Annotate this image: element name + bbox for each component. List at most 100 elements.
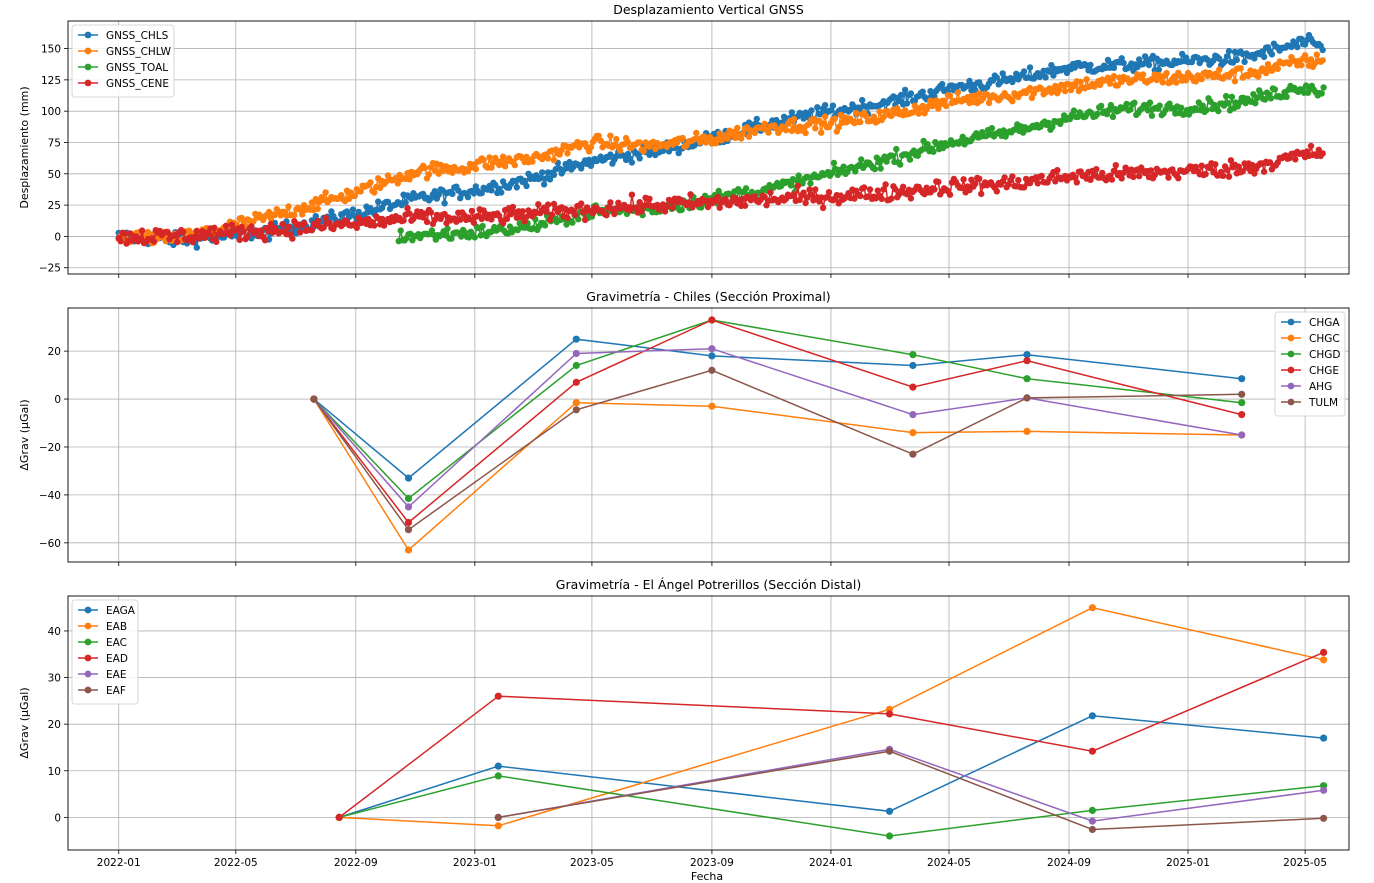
- y-tick-label: 75: [48, 137, 61, 149]
- data-point: [1098, 102, 1105, 110]
- series-line: [339, 775, 1324, 837]
- data-point: [1165, 174, 1172, 181]
- data-point: [790, 191, 798, 198]
- data-point: [940, 97, 948, 104]
- series-ead: [335, 648, 1328, 822]
- data-point: [1144, 107, 1152, 114]
- x-tick-label: 2022-09: [334, 857, 378, 869]
- x-tick-label: 2023-01: [453, 857, 497, 869]
- x-axis-label: Fecha: [691, 870, 723, 883]
- data-point: [954, 89, 961, 96]
- data-point: [927, 97, 934, 104]
- y-tick-label: 0: [54, 812, 61, 824]
- data-point: [1001, 174, 1008, 181]
- data-point: [615, 199, 622, 206]
- data-point: [808, 191, 815, 198]
- data-point: [636, 155, 643, 162]
- data-point: [1215, 107, 1222, 115]
- data-point: [1088, 747, 1096, 755]
- data-point: [471, 234, 478, 241]
- data-point: [137, 235, 144, 243]
- data-point: [435, 191, 442, 198]
- data-point: [1216, 55, 1223, 62]
- legend-marker: [84, 622, 92, 630]
- data-point: [646, 195, 653, 202]
- data-point: [480, 156, 487, 164]
- data-point: [999, 70, 1006, 77]
- data-point: [812, 186, 819, 193]
- data-point: [716, 204, 723, 211]
- legend-item-tulm: TULM: [1281, 397, 1338, 409]
- data-point: [457, 216, 464, 223]
- data-point: [919, 88, 926, 95]
- data-point: [1267, 95, 1275, 102]
- series-line: [313, 338, 1242, 480]
- axes-frame: [67, 307, 1350, 563]
- axes-frame: [67, 20, 1350, 275]
- data-point: [511, 161, 518, 169]
- legend-item-eac: EAC: [78, 637, 127, 649]
- data-point: [802, 129, 809, 137]
- data-point: [322, 189, 329, 196]
- data-point: [745, 133, 753, 140]
- data-point: [375, 198, 382, 205]
- y-axis-label: Desplazamiento (mm): [18, 86, 31, 208]
- series-gnss-cene: [115, 142, 1326, 247]
- data-point: [859, 96, 866, 104]
- data-point: [248, 223, 255, 230]
- legend-item-gnss-chls: GNSS_CHLS: [78, 30, 169, 42]
- legend-label: GNSS_CHLS: [106, 30, 169, 42]
- data-point: [1009, 173, 1016, 180]
- data-point: [521, 177, 528, 184]
- data-point: [1106, 80, 1114, 87]
- data-point: [1026, 64, 1034, 71]
- data-point: [1097, 81, 1104, 89]
- y-tick-label: 20: [48, 346, 61, 358]
- data-point: [494, 822, 502, 830]
- legend: CHGA CHGC CHGD CHGE AHG TULM: [1274, 311, 1346, 417]
- legend-item-chga: CHGA: [1281, 317, 1340, 329]
- data-point: [1049, 123, 1056, 130]
- series-tulm: [310, 366, 1246, 534]
- y-tick-label: 20: [48, 719, 61, 731]
- data-point: [857, 118, 864, 126]
- y-tick-label: 150: [41, 44, 61, 56]
- data-point: [799, 180, 806, 187]
- data-point: [814, 104, 821, 111]
- data-point: [603, 212, 610, 219]
- y-tick-label: 0: [54, 231, 61, 243]
- series-line: [339, 606, 1324, 827]
- legend-label: CHGD: [1309, 349, 1340, 361]
- data-point: [244, 233, 251, 240]
- data-point: [978, 190, 985, 198]
- data-point: [915, 110, 922, 117]
- data-point: [888, 195, 895, 202]
- data-point: [431, 216, 438, 224]
- data-point: [1108, 176, 1116, 183]
- data-point: [1237, 65, 1244, 72]
- data-point: [1110, 64, 1118, 72]
- x-tick-label: 2023-09: [690, 857, 734, 869]
- data-point: [394, 180, 401, 187]
- data-point: [513, 184, 520, 191]
- data-point: [494, 692, 502, 700]
- legend-item-eaga: EAGA: [78, 605, 136, 617]
- data-point: [1070, 107, 1078, 114]
- data-point: [121, 230, 128, 237]
- data-point: [1034, 180, 1042, 187]
- data-point: [794, 182, 801, 190]
- series-eaga: [335, 712, 1328, 822]
- data-point: [357, 188, 364, 195]
- data-point: [909, 450, 917, 458]
- data-point: [708, 366, 716, 374]
- data-point: [830, 159, 838, 167]
- data-point: [708, 345, 716, 353]
- data-point: [1147, 167, 1155, 174]
- data-point: [1067, 86, 1075, 94]
- data-point: [572, 211, 579, 219]
- data-point: [353, 224, 360, 231]
- data-point: [400, 217, 407, 224]
- legend-item-chgc: CHGC: [1281, 333, 1340, 345]
- legend-marker: [84, 638, 92, 646]
- data-point: [1146, 99, 1154, 106]
